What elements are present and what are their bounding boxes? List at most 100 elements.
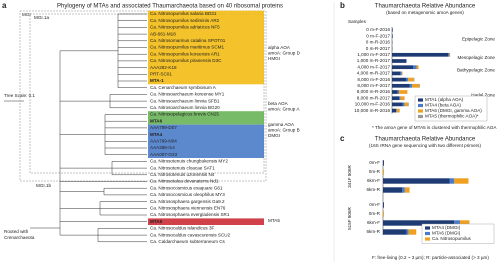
bar <box>459 220 470 226</box>
group-label: amoA: Group A <box>268 107 300 112</box>
leaf-label: Ca. Nitrososphaera gargensis Ga9.2 <box>150 199 225 204</box>
bar <box>449 52 451 57</box>
y-tick-label: 6km-R <box>366 187 380 192</box>
bar <box>406 59 407 63</box>
bar <box>383 202 384 208</box>
leaf-label: Ca. Nitrososphaera evergladensis SR1 <box>150 212 230 217</box>
y-tick-label: 6km-F <box>367 220 380 225</box>
clade-highlight <box>148 111 264 125</box>
y-tick-label: 10,000 m-F-2016 <box>355 102 391 107</box>
legend-swatch <box>425 226 430 230</box>
bar <box>448 52 450 57</box>
panel-label: b <box>340 1 345 10</box>
bar <box>402 102 405 107</box>
zone-label: Hadal Zone <box>471 92 495 97</box>
panel-label: a <box>2 1 7 10</box>
leaf-label: Ca. Caldarchaeum subterraneum Cs <box>150 239 226 244</box>
chart-subtitle: (16S rRNA gene sequencing with two diffe… <box>369 143 481 148</box>
y-tick-label: 0m-R <box>369 211 381 216</box>
bar <box>397 90 399 94</box>
bar <box>419 83 420 88</box>
bar <box>404 187 410 193</box>
bar <box>392 77 406 82</box>
leaf-label: Ca. Nitrosomarinus catalina SPOT01 <box>150 38 226 43</box>
bar <box>454 220 460 226</box>
group-label: MTA5 <box>268 218 280 223</box>
legend-swatch <box>418 103 423 108</box>
bar <box>396 108 397 113</box>
leaf-label: Ca. Nitrosoarchaeum koreense MY1 <box>150 92 225 97</box>
leaf-label: Ca. Nitrosoarchaeum limnia BG20 <box>150 105 220 110</box>
bar <box>392 83 410 88</box>
y-tick-label: 4,000 m-R-2017 <box>357 71 391 76</box>
group-label: amoA: Group B <box>268 128 300 133</box>
axis-title: Samples <box>348 19 367 24</box>
y-tick-label: 0m-R <box>369 169 381 174</box>
leaf-label: Ca. Nitrosocaldus cavascurensis SCU2 <box>150 232 231 237</box>
leaf-label: Ca. Nitrosopumilus piranensis D3C <box>150 58 222 63</box>
leaf-label: Ca. Nitrosopumilus sediminis AR2 <box>150 18 220 23</box>
leaf-label: Ca. Nitrososphaera viennensis EN76 <box>150 206 226 211</box>
leaf-label: Ca. Cenarchaeum symbiosum A <box>150 85 217 90</box>
group-label: gamma AOA <box>268 122 295 127</box>
y-tick-label: 6km-R <box>366 229 380 234</box>
leaf-label: PRT-SC01 <box>150 72 172 77</box>
bar <box>383 229 407 235</box>
legend-swatch <box>425 237 430 241</box>
bar <box>404 102 409 107</box>
legend-label: MTA4 (DMGI) <box>432 225 461 230</box>
clade-highlight <box>148 124 264 158</box>
bar <box>383 169 384 175</box>
y-tick-label: 0m-F <box>369 160 380 165</box>
group-label: 515F 806R <box>347 206 352 229</box>
legend-swatch <box>418 109 423 113</box>
clade-highlight <box>148 10 264 85</box>
bar <box>401 71 403 76</box>
leaf-label: MTA6 <box>150 118 163 123</box>
bar <box>383 187 402 193</box>
leaf-label: AAA288-I14 <box>150 145 175 150</box>
y-tick-label: 0 m-F-2017 <box>366 33 390 38</box>
zone-label: Mesopelagic Zone <box>457 55 495 60</box>
leaf-label: Ca. Nitrosocosmicus exaquare G61 <box>150 185 223 190</box>
y-tick-label: 8,000 m-R-2017 <box>357 95 391 100</box>
tree-scale: Tree Scale: 0.1 <box>4 93 35 98</box>
leaf-label: Ca. Nitrosoarchaeum limnia SFB1 <box>150 98 220 103</box>
bar <box>408 77 414 82</box>
legend-label: MTA6 (DMGI) <box>432 231 461 236</box>
root-note: Crenarchaeota <box>4 235 35 240</box>
clade-highlight <box>148 218 264 225</box>
chart-title: Thaumarchaeota Relative Abundance <box>375 137 476 143</box>
leaf-label: Ca. Nitrosopumilus adriaticus NF5 <box>150 25 220 30</box>
leaf-label: Ca. Nitrosopelagicus brevis CN25 <box>150 112 219 117</box>
legend-label: MTA1 (alpha AOA) <box>425 97 464 102</box>
legend-box <box>414 95 488 122</box>
y-tick-label: 0 m-R-2016 <box>366 40 391 45</box>
clade-box <box>19 10 267 182</box>
y-tick-label: 8,000 m-F-2017 <box>357 83 390 88</box>
leaf-label: MTA-1 <box>150 78 164 83</box>
footnote: * The amoA gene of MTA5 is clustered wit… <box>372 125 497 130</box>
bar <box>392 28 393 32</box>
bar <box>392 52 448 57</box>
leaf-label: AAA799-N04 <box>150 139 177 144</box>
y-tick-label: 0m-F <box>369 202 380 207</box>
bar <box>392 34 393 39</box>
chart-title: Thaumarchaeota Relative Abundance <box>375 4 476 10</box>
group-label: alpha AOA <box>268 45 291 50</box>
bar <box>454 178 469 184</box>
bar <box>413 77 415 82</box>
leaf-label: AAA799-D07 <box>150 125 177 130</box>
bar <box>406 229 409 235</box>
leaf-label: AAA007-O23 <box>150 152 178 157</box>
legend-box <box>421 223 495 244</box>
clade-label: MGI.1b <box>36 183 52 188</box>
legend-label: Ca. Nitrosopumilus <box>432 236 472 241</box>
legend-swatch <box>425 231 430 236</box>
group-label: DMGI <box>268 133 280 138</box>
y-tick-label: 4,000 m-F-2017 <box>357 64 390 69</box>
bar <box>399 96 401 101</box>
bar <box>408 102 409 107</box>
leaf-label: Ca. Nitrosotalea devanaterra Nd1 <box>150 179 219 184</box>
root-note: Rooted with <box>4 229 29 234</box>
